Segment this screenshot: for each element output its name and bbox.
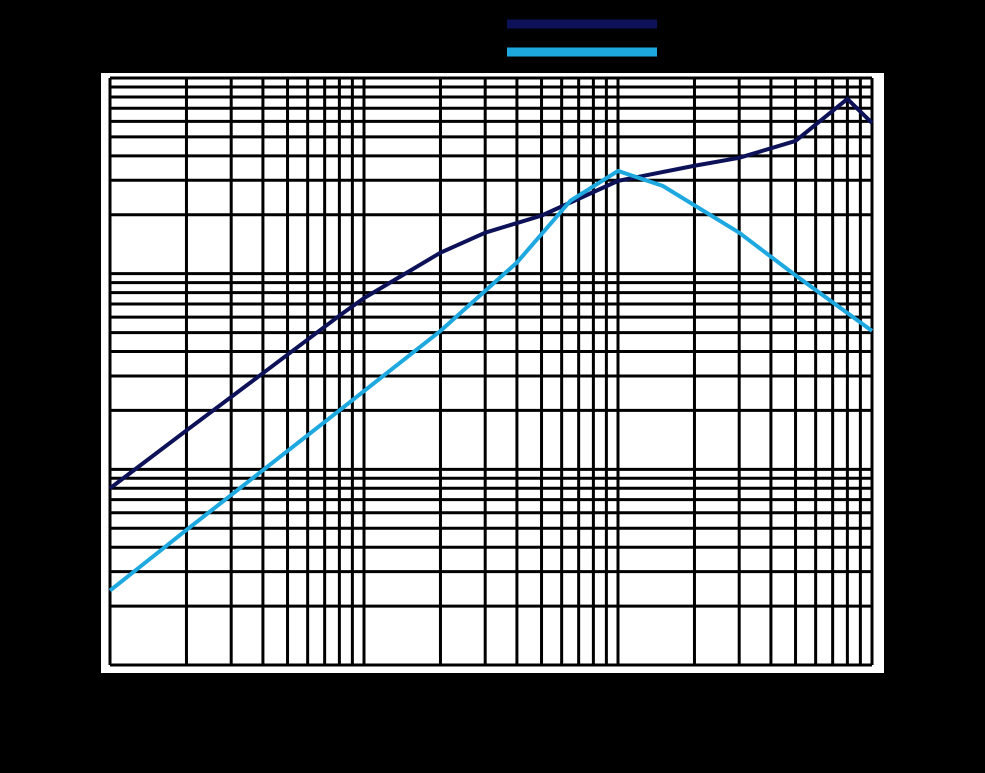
plot-area	[101, 73, 884, 673]
series-line	[108, 168, 874, 593]
series-line	[108, 96, 874, 490]
